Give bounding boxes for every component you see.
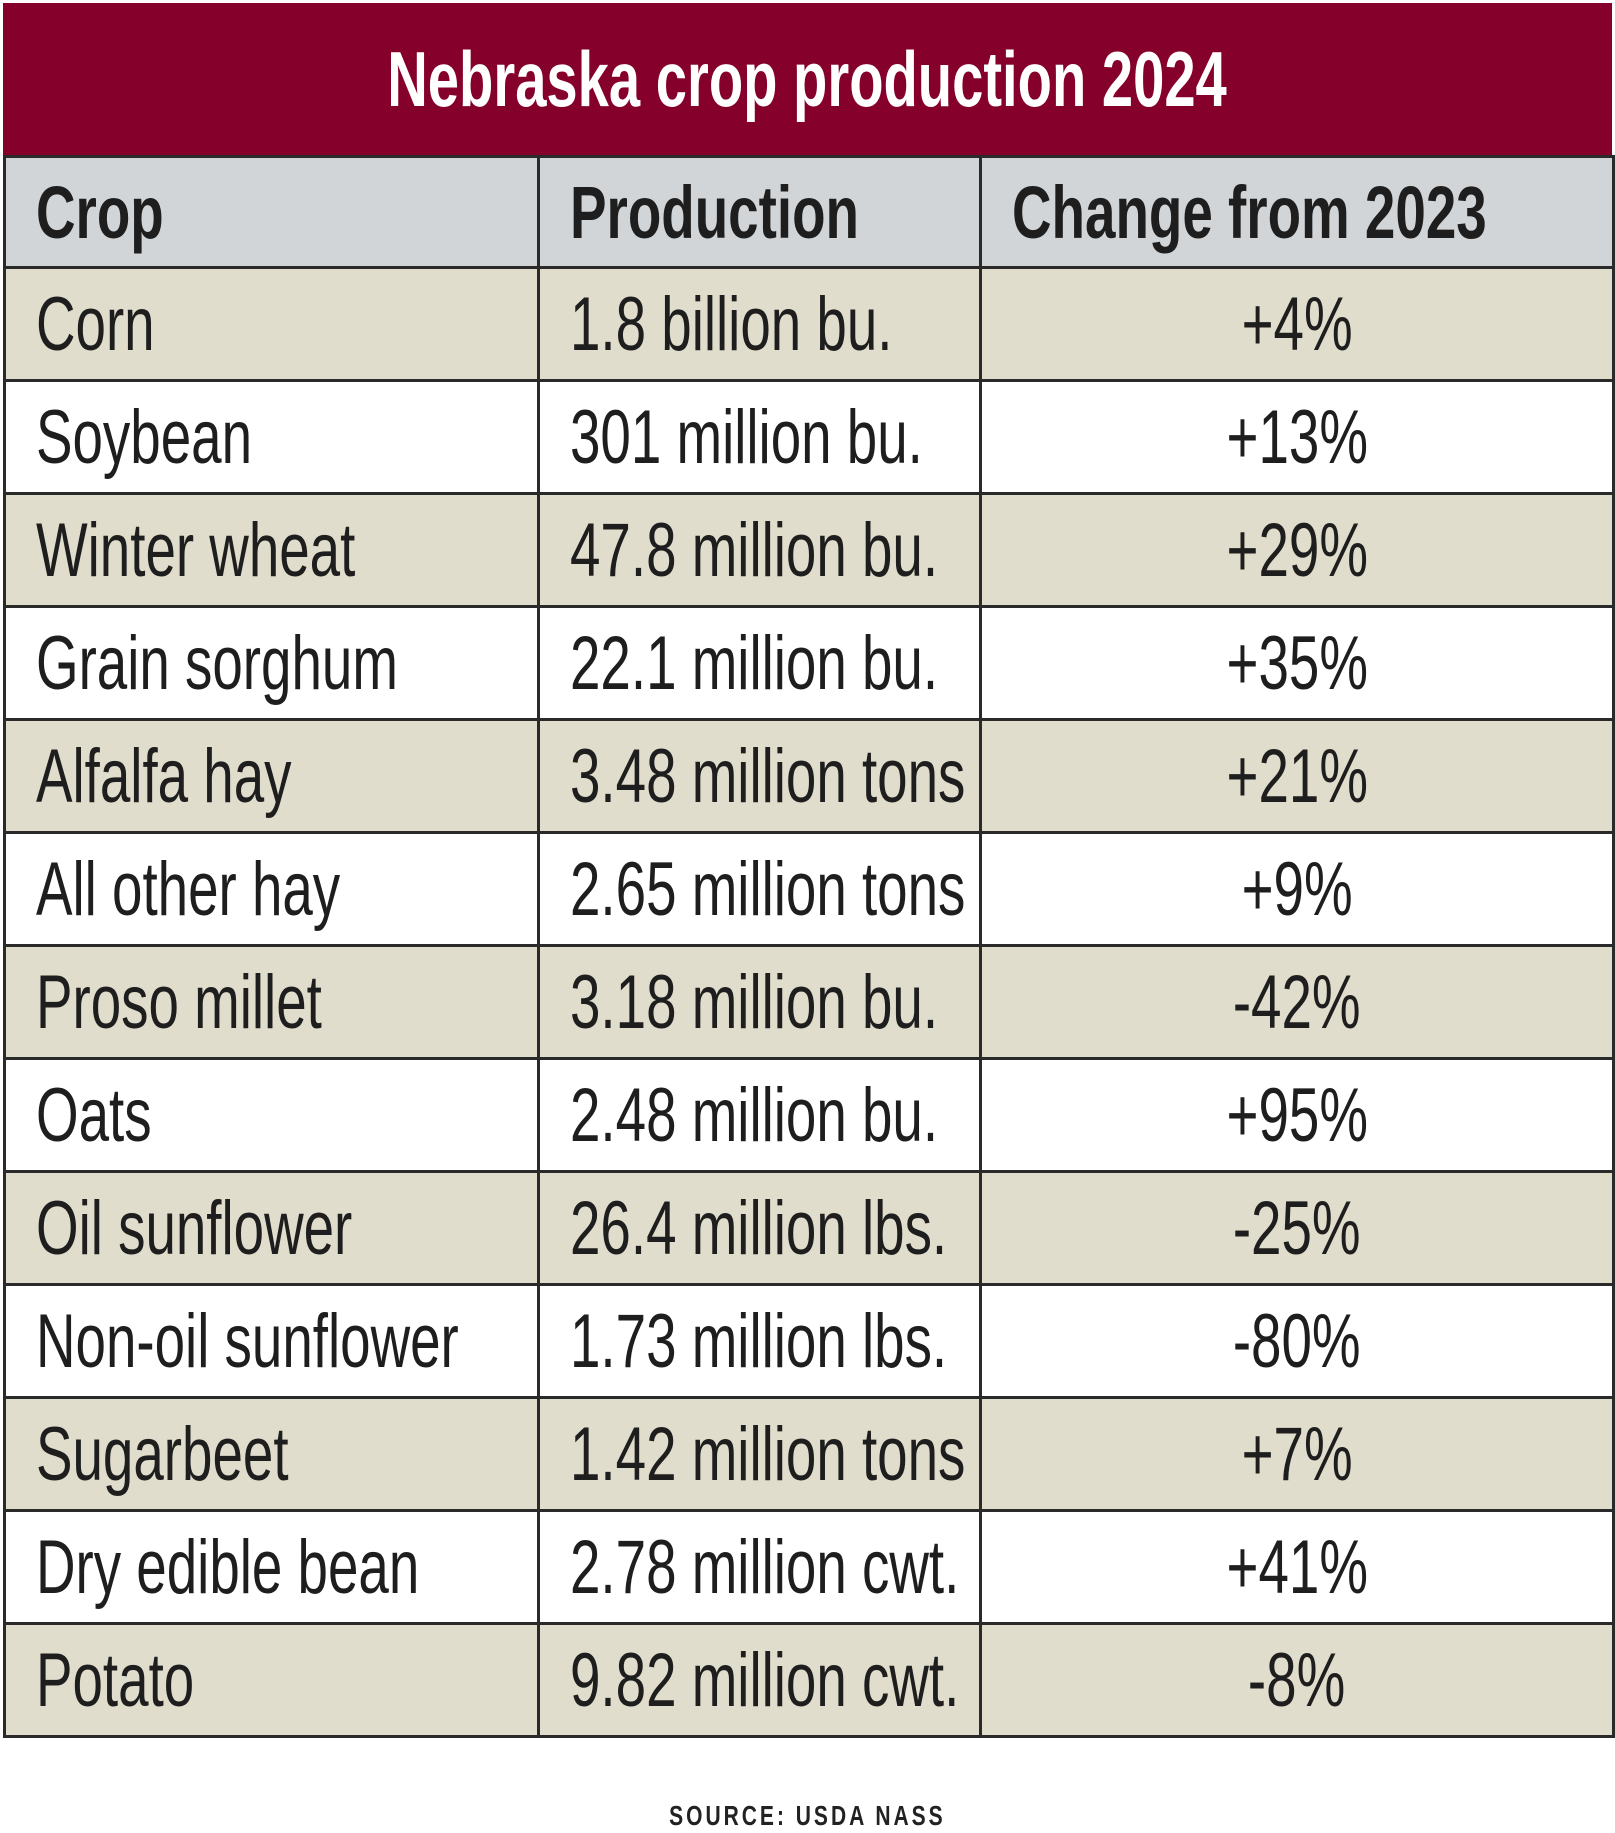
table-row: Oats 2.48 million bu. +95% [3,1057,1615,1173]
cell-crop: Non-oil sunflower [3,1283,540,1399]
cell-production: 301 million bu. [537,379,982,495]
cell-crop: Corn [3,266,540,382]
cell-change: +9% [979,831,1615,947]
cell-production: 3.48 million tons [537,718,982,834]
cell-crop: Oats [3,1057,540,1173]
table-row: Potato 9.82 million cwt. -8% [3,1622,1615,1738]
header-crop: Crop [3,155,540,269]
table-row: Alfalfa hay 3.48 million tons +21% [3,718,1615,834]
cell-production: 1.42 million tons [537,1396,982,1512]
cell-crop: Alfalfa hay [3,718,540,834]
cell-change: -80% [979,1283,1615,1399]
table-row: Dry edible bean 2.78 million cwt. +41% [3,1509,1615,1625]
cell-change: +4% [979,266,1615,382]
cell-change: +13% [979,379,1615,495]
table-title: Nebraska crop production 2024 [387,34,1228,123]
cell-change: -8% [979,1622,1615,1738]
cell-crop: Winter wheat [3,492,540,608]
cell-production: 1.73 million lbs. [537,1283,982,1399]
cell-change: -25% [979,1170,1615,1286]
cell-production: 3.18 million bu. [537,944,982,1060]
cell-change: +41% [979,1509,1615,1625]
cell-production: 22.1 million bu. [537,605,982,721]
cell-crop: Potato [3,1622,540,1738]
cell-crop: Sugarbeet [3,1396,540,1512]
cell-crop: Oil sunflower [3,1170,540,1286]
table-row: Oil sunflower 26.4 million lbs. -25% [3,1170,1615,1286]
cell-crop: Grain sorghum [3,605,540,721]
cell-production: 26.4 million lbs. [537,1170,982,1286]
cell-production: 47.8 million bu. [537,492,982,608]
table-row: Winter wheat 47.8 million bu. +29% [3,492,1615,608]
table-row: Grain sorghum 22.1 million bu. +35% [3,605,1615,721]
cell-change: +29% [979,492,1615,608]
cell-change: +21% [979,718,1615,834]
table-row: Non-oil sunflower 1.73 million lbs. -80% [3,1283,1615,1399]
cell-production: 2.48 million bu. [537,1057,982,1173]
table-row: Sugarbeet 1.42 million tons +7% [3,1396,1615,1512]
crop-production-table: Crop Production Change from 2023 Corn 1.8… [3,155,1615,1738]
cell-change: -42% [979,944,1615,1060]
table-row: Proso millet 3.18 million bu. -42% [3,944,1615,1060]
table-row: Corn 1.8 billion bu. +4% [3,266,1615,382]
header-change: Change from 2023 [979,155,1615,269]
cell-change: +95% [979,1057,1615,1173]
cell-change: +7% [979,1396,1615,1512]
table-row: Soybean 301 million bu. +13% [3,379,1615,495]
cell-crop: Proso millet [3,944,540,1060]
cell-crop: Dry edible bean [3,1509,540,1625]
cell-production: 2.78 million cwt. [537,1509,982,1625]
cell-production: 1.8 billion bu. [537,266,982,382]
cell-production: 9.82 million cwt. [537,1622,982,1738]
source-note: SOURCE: USDA NASS [669,1800,946,1831]
table-title-banner: Nebraska crop production 2024 [3,3,1612,155]
cell-crop: All other hay [3,831,540,947]
table-row: All other hay 2.65 million tons +9% [3,831,1615,947]
cell-production: 2.65 million tons [537,831,982,947]
header-production: Production [537,155,982,269]
cell-crop: Soybean [3,379,540,495]
cell-change: +35% [979,605,1615,721]
header-row: Crop Production Change from 2023 [3,155,1615,269]
